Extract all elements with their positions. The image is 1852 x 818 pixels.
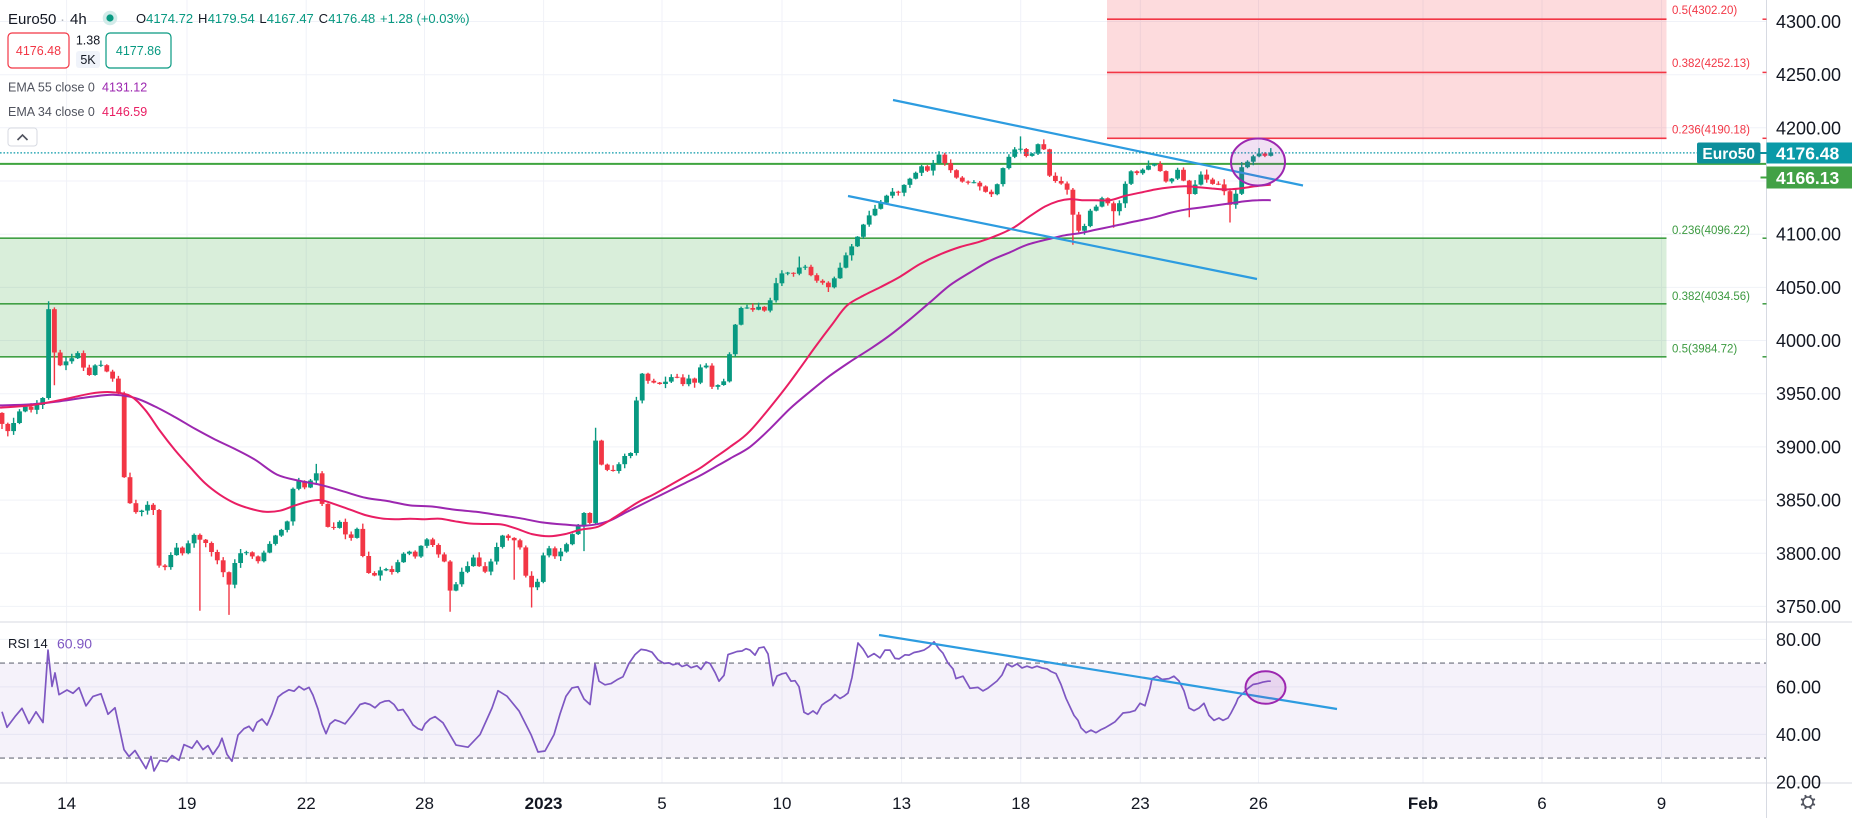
svg-text:Euro50: Euro50	[8, 11, 56, 28]
svg-text:4131.12: 4131.12	[102, 81, 147, 95]
svg-text:4250.00: 4250.00	[1776, 65, 1841, 85]
svg-text:4166.13: 4166.13	[1776, 168, 1840, 188]
svg-text:4167.47: 4167.47	[267, 11, 314, 26]
svg-text:3750.00: 3750.00	[1776, 597, 1841, 617]
svg-text:0.5(3984.72): 0.5(3984.72)	[1672, 344, 1737, 356]
svg-text:0.5(4302.20): 0.5(4302.20)	[1672, 5, 1737, 17]
svg-text:5: 5	[657, 794, 666, 813]
svg-text:3850.00: 3850.00	[1776, 491, 1841, 511]
svg-text:·: ·	[60, 11, 65, 28]
svg-text:13: 13	[892, 794, 911, 813]
svg-text:6: 6	[1537, 794, 1546, 813]
svg-text:26: 26	[1249, 794, 1268, 813]
svg-text:4146.59: 4146.59	[102, 105, 147, 119]
svg-text:3950.00: 3950.00	[1776, 384, 1841, 404]
svg-text:40.00: 40.00	[1776, 725, 1821, 745]
svg-text:4176.48: 4176.48	[328, 11, 375, 26]
svg-text:4200.00: 4200.00	[1776, 118, 1841, 138]
svg-text:2023: 2023	[525, 794, 563, 813]
svg-text:4100.00: 4100.00	[1776, 225, 1841, 245]
svg-text:19: 19	[178, 794, 197, 813]
svg-text:0.382(4252.13): 0.382(4252.13)	[1672, 58, 1750, 70]
svg-text:EMA 34 close 0: EMA 34 close 0	[8, 105, 95, 119]
svg-text:4300.00: 4300.00	[1776, 12, 1841, 32]
svg-text:3900.00: 3900.00	[1776, 437, 1841, 457]
svg-text:4000.00: 4000.00	[1776, 331, 1841, 351]
svg-text:80.00: 80.00	[1776, 630, 1821, 650]
svg-text:4174.72: 4174.72	[146, 11, 193, 26]
svg-text:28: 28	[415, 794, 434, 813]
svg-text:+1.28 (+0.03%): +1.28 (+0.03%)	[380, 11, 470, 26]
svg-text:1.38: 1.38	[76, 34, 100, 48]
svg-text:5K: 5K	[80, 53, 96, 67]
svg-text:14: 14	[57, 794, 76, 813]
svg-text:C: C	[319, 11, 328, 26]
svg-text:4177.86: 4177.86	[116, 44, 161, 58]
svg-text:4176.48: 4176.48	[1776, 144, 1840, 164]
svg-text:4h: 4h	[70, 11, 87, 28]
svg-text:4050.00: 4050.00	[1776, 278, 1841, 298]
svg-text:0.236(4096.22): 0.236(4096.22)	[1672, 225, 1750, 237]
svg-text:22: 22	[297, 794, 316, 813]
svg-text:18: 18	[1011, 794, 1030, 813]
svg-text:L: L	[259, 11, 266, 26]
svg-text:Euro50: Euro50	[1702, 146, 1755, 163]
svg-text:0.382(4034.56): 0.382(4034.56)	[1672, 291, 1750, 303]
svg-text:9: 9	[1657, 794, 1666, 813]
svg-text:3800.00: 3800.00	[1776, 544, 1841, 564]
svg-text:10: 10	[773, 794, 792, 813]
svg-text:23: 23	[1131, 794, 1150, 813]
svg-text:H: H	[198, 11, 207, 26]
svg-text:O: O	[136, 11, 146, 26]
svg-text:EMA 55 close 0: EMA 55 close 0	[8, 81, 95, 95]
svg-text:4176.48: 4176.48	[16, 44, 61, 58]
svg-text:60.90: 60.90	[57, 636, 92, 652]
svg-text:RSI 14: RSI 14	[8, 636, 48, 651]
svg-text:0.236(4190.18): 0.236(4190.18)	[1672, 125, 1750, 137]
svg-text:Feb: Feb	[1408, 794, 1438, 813]
svg-text:20.00: 20.00	[1776, 772, 1821, 792]
svg-text:4179.54: 4179.54	[208, 11, 255, 26]
svg-text:60.00: 60.00	[1776, 677, 1821, 697]
